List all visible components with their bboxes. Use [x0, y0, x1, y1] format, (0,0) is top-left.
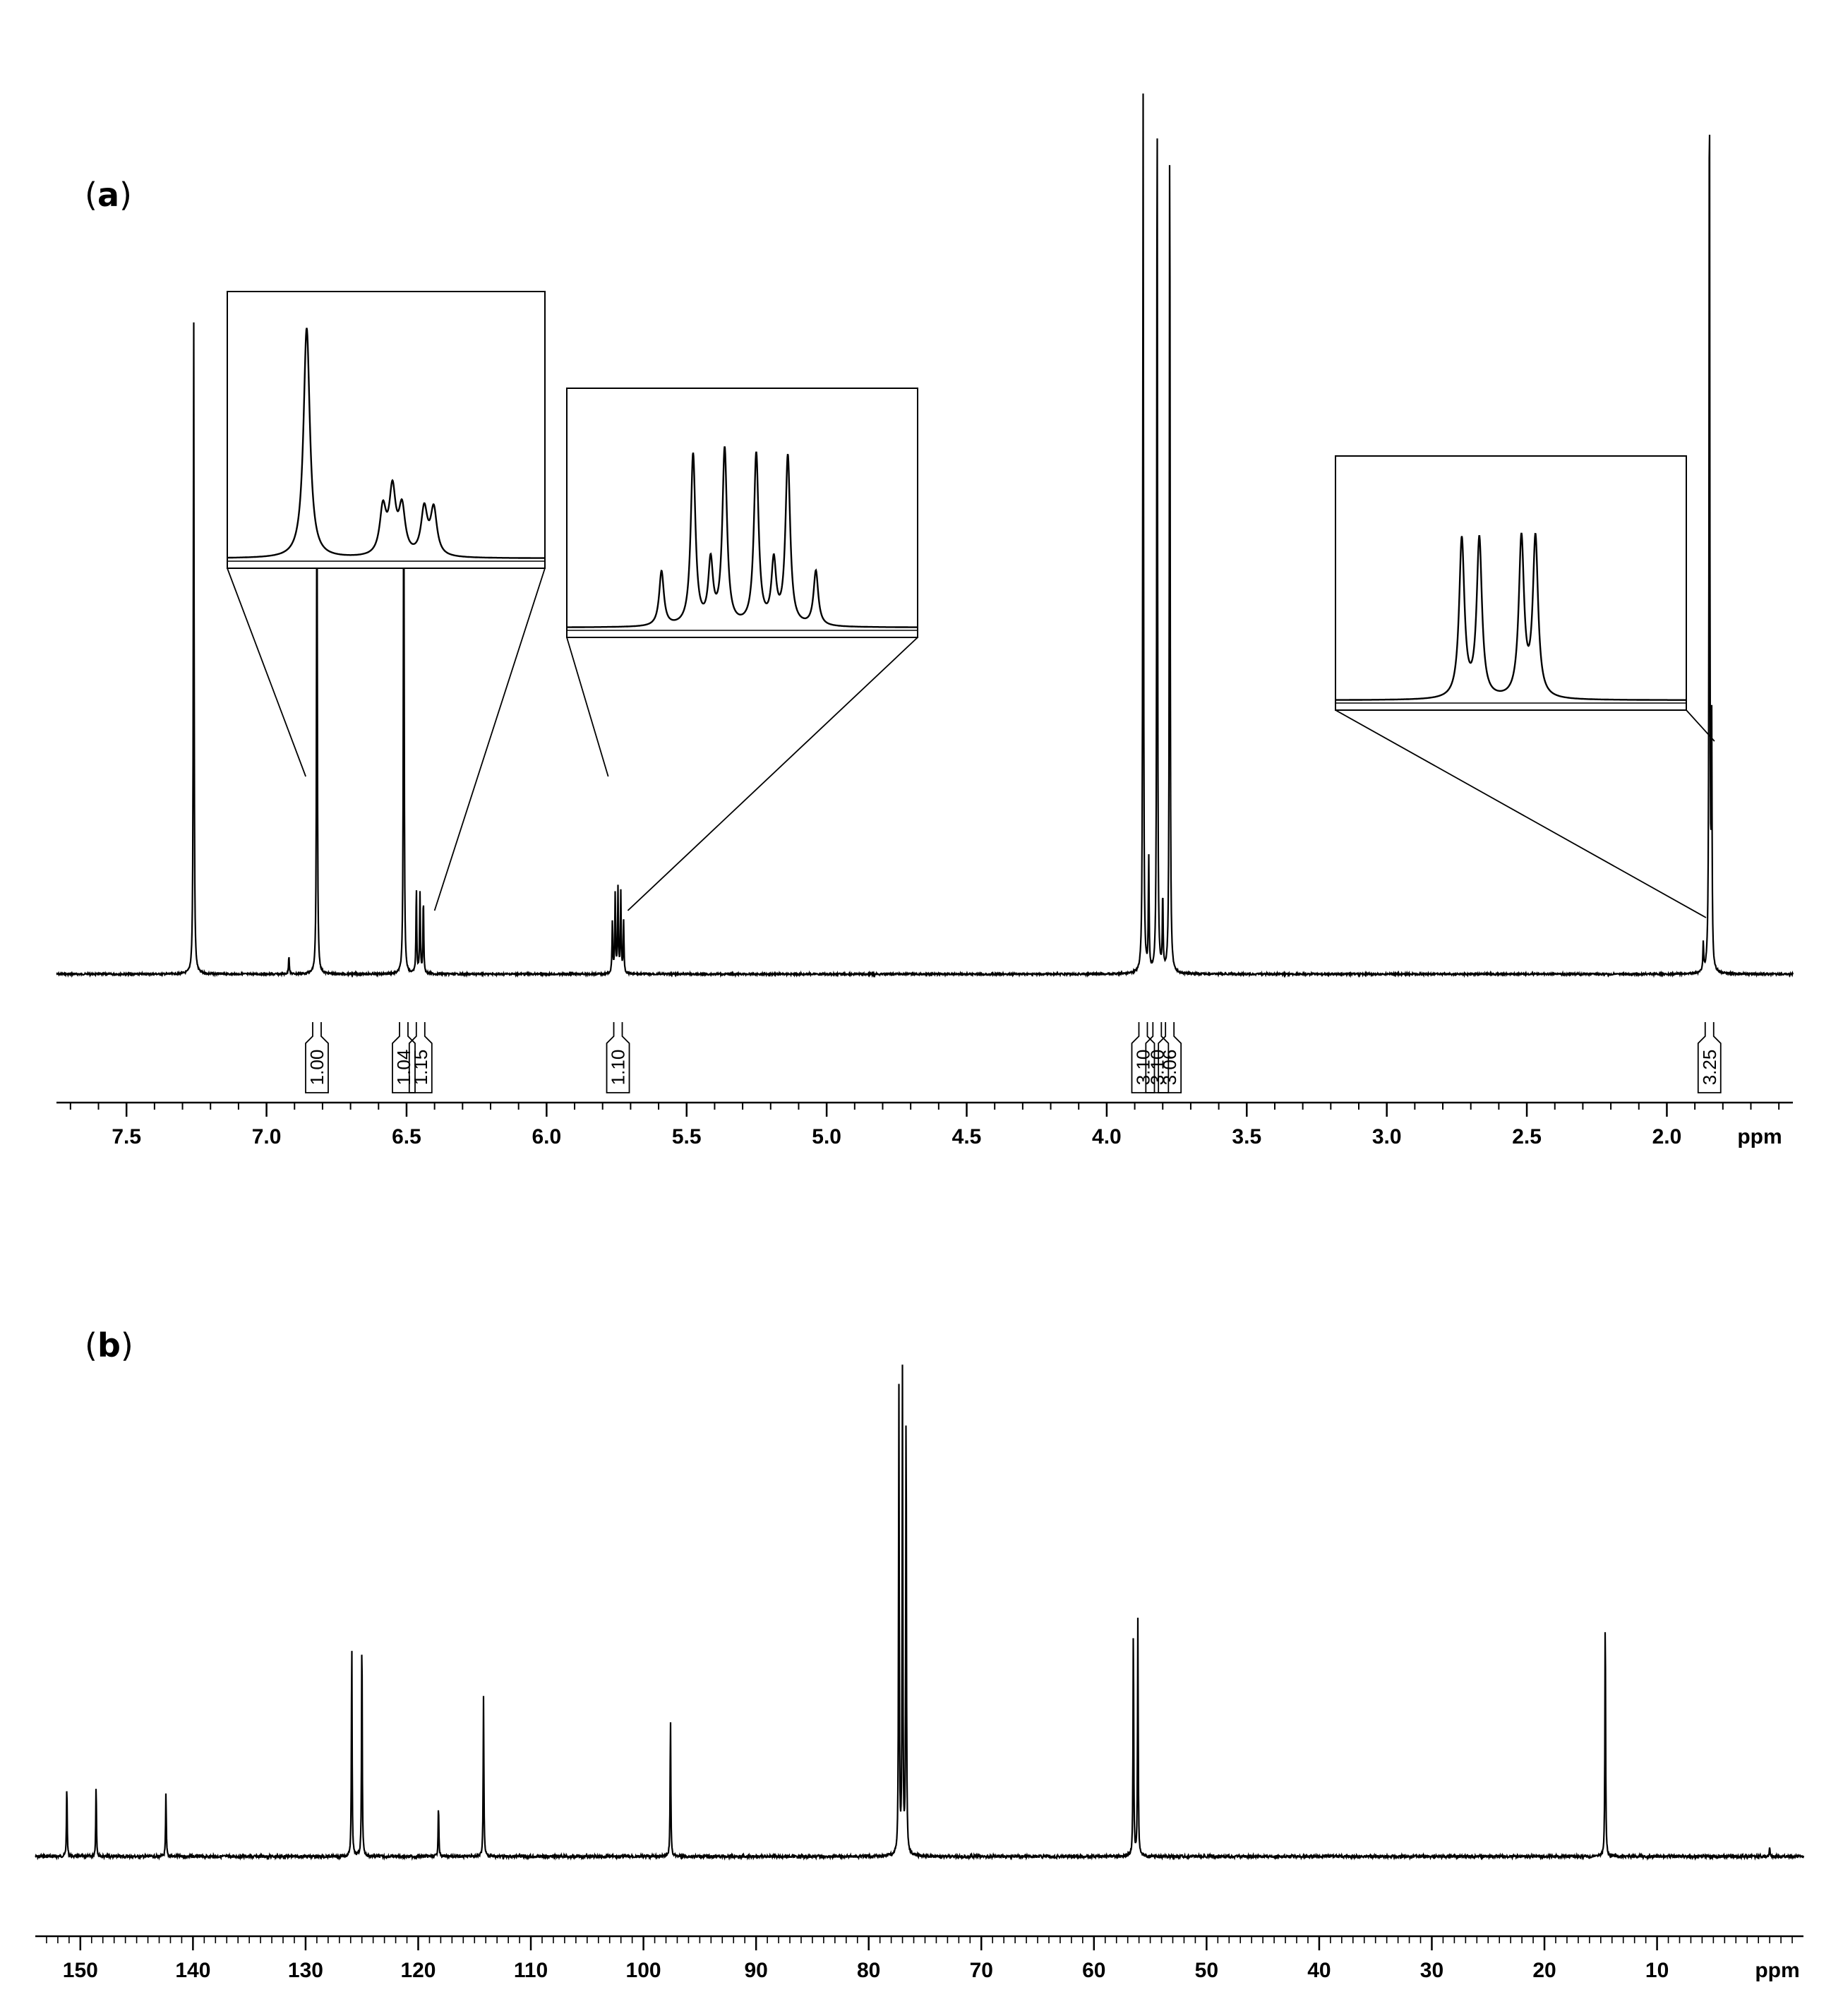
integral-value: 1.10 — [608, 1050, 629, 1086]
zoom-inset — [227, 291, 546, 911]
x-tick-label: 7.5 — [112, 1125, 141, 1148]
integral-marker: 3.25 — [1697, 1022, 1722, 1093]
integral-value: 1.04 — [393, 1050, 414, 1086]
integral-bracket — [305, 1022, 329, 1093]
integral-marker: 1.15 — [408, 1022, 433, 1093]
carbon-nmr-panel: (b) 150 140 130 120 110 100 90 80 70 60 50 40 30 20 10… — [35, 1326, 1805, 1982]
x-tick-label: 6.0 — [532, 1125, 561, 1148]
x-tick-label: 3.0 — [1372, 1125, 1402, 1148]
integral-bracket — [1158, 1022, 1182, 1093]
x-tick-label: 3.5 — [1232, 1125, 1261, 1148]
integral-value: 3.10 — [1132, 1050, 1153, 1086]
x-tick-label: 7.0 — [252, 1125, 282, 1148]
x-axis-label-a: ppm — [1737, 1125, 1782, 1148]
integral-value: 3.10 — [1146, 1050, 1167, 1086]
x-tick-label: 30 — [1420, 1959, 1443, 1982]
inset-connector — [1686, 709, 1715, 742]
x-tick-label: 140 — [175, 1959, 210, 1982]
integral-bracket — [1145, 1022, 1170, 1093]
integral-bracket — [1697, 1022, 1722, 1093]
x-axis-ticks-a: 7.5 7.0 6.5 6.0 5.5 5.0 4.5 4.0 3.5 3.0 2.5 2.0 — [69, 1103, 1780, 1148]
proton-spectrum-trace — [56, 93, 1794, 978]
inset-connector — [627, 637, 918, 911]
x-tick-label: 150 — [63, 1959, 98, 1982]
integral-bracket — [606, 1022, 630, 1093]
inset-trace — [227, 328, 545, 559]
panel-a-label: (a) — [85, 176, 132, 214]
inset-connector — [433, 568, 546, 911]
integral-bracket — [392, 1022, 416, 1093]
x-tick-label: 40 — [1307, 1959, 1331, 1982]
x-tick-label: 6.5 — [392, 1125, 421, 1148]
inset-connector — [566, 637, 609, 777]
x-tick-label: 90 — [744, 1959, 767, 1982]
integral-value: 3.06 — [1159, 1050, 1180, 1086]
inset-frame — [566, 388, 918, 638]
proton-nmr-panel: (a) 1.00 1.041.15 1.10 3.103.103.06 3.25 7.5… — [56, 93, 1794, 1148]
integral-marker: 1.04 — [392, 1022, 416, 1093]
x-tick-label: 4.5 — [952, 1125, 982, 1148]
x-tick-label: 130 — [288, 1959, 323, 1982]
x-tick-label: 2.0 — [1652, 1125, 1682, 1148]
x-tick-label: 70 — [970, 1959, 993, 1982]
zoom-inset — [1335, 455, 1715, 918]
inset-trace — [567, 446, 918, 628]
x-tick-label: 50 — [1195, 1959, 1218, 1982]
carbon-spectrum-trace — [35, 1364, 1805, 1861]
integral-marker: 1.00 — [305, 1022, 329, 1093]
x-tick-label: 2.5 — [1512, 1125, 1542, 1148]
integral-value: 1.00 — [306, 1050, 328, 1086]
inset-connector — [227, 568, 306, 777]
x-tick-label: 20 — [1532, 1959, 1556, 1982]
inset-frame — [1335, 455, 1687, 711]
x-tick-label: 4.0 — [1092, 1125, 1122, 1148]
x-axis-label-b: ppm — [1755, 1959, 1799, 1982]
integral-group: 1.00 1.041.15 1.10 3.103.103.06 3.25 — [305, 1022, 1722, 1093]
integral-bracket — [1131, 1022, 1155, 1093]
x-tick-label: 5.5 — [672, 1125, 702, 1148]
inset-frame — [227, 291, 546, 569]
x-tick-label: 80 — [857, 1959, 880, 1982]
integral-bracket — [408, 1022, 433, 1093]
inset-trace — [1335, 532, 1686, 701]
x-tick-label: 5.0 — [812, 1125, 841, 1148]
integral-marker: 1.10 — [606, 1022, 630, 1093]
x-tick-label: 120 — [400, 1959, 436, 1982]
inset-group — [227, 291, 1715, 918]
panel-b-label: (b) — [85, 1326, 133, 1364]
inset-connector — [1335, 709, 1707, 918]
integral-marker: 3.06 — [1158, 1022, 1182, 1093]
x-tick-label: 110 — [514, 1959, 548, 1982]
x-tick-label: 100 — [626, 1959, 661, 1982]
integral-marker: 3.10 — [1145, 1022, 1170, 1093]
integral-value: 3.25 — [1699, 1050, 1720, 1086]
integral-value: 1.15 — [410, 1050, 431, 1086]
integral-marker: 3.10 — [1131, 1022, 1155, 1093]
x-axis-ticks-b: 150 140 130 120 110 100 90 80 70 60 50 40 30 20 10 — [46, 1936, 1793, 1982]
x-tick-label: 10 — [1645, 1959, 1669, 1982]
zoom-inset — [566, 388, 918, 911]
x-tick-label: 60 — [1082, 1959, 1105, 1982]
